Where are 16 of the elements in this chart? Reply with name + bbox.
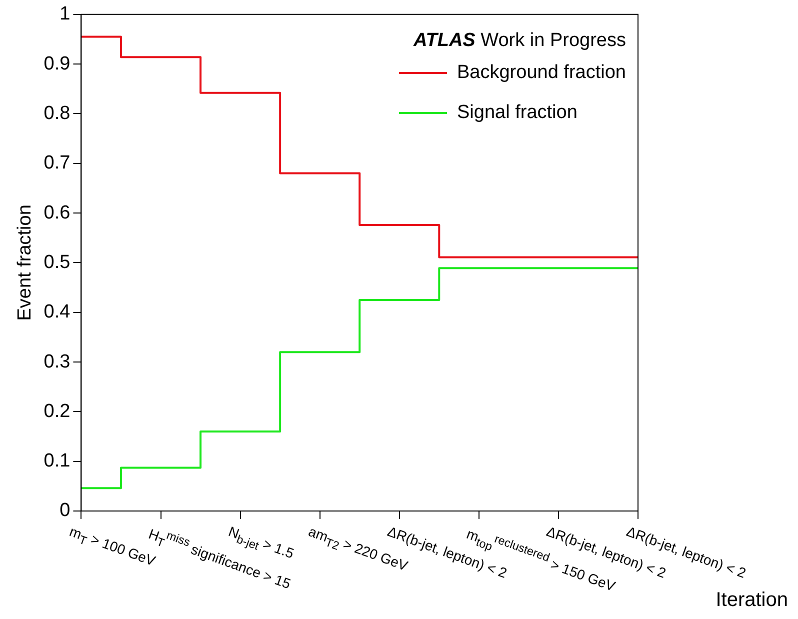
y-tick-label: 0.6 bbox=[44, 202, 70, 224]
y-tick-label: 0 bbox=[60, 500, 70, 522]
y-tick-label: 0.8 bbox=[44, 102, 70, 124]
y-tick-label: 0.9 bbox=[44, 53, 70, 74]
y-axis-title: Event fraction bbox=[14, 204, 36, 321]
y-tick-label: 0.1 bbox=[44, 450, 70, 472]
y-tick-label: 0.2 bbox=[44, 400, 70, 422]
x-axis-title: Iteration bbox=[716, 589, 788, 612]
y-tick-label: 0.5 bbox=[44, 252, 70, 273]
y-tick-label: 0.4 bbox=[44, 302, 71, 323]
legend-label: Background fraction bbox=[457, 62, 626, 84]
annotation: ATLAS Work in Progress bbox=[413, 30, 626, 52]
y-tick-label: 0.7 bbox=[44, 152, 70, 174]
legend-label: Signal fraction bbox=[457, 102, 578, 124]
y-tick-label: 0.3 bbox=[44, 351, 70, 372]
y-tick-label: 1 bbox=[60, 4, 70, 25]
